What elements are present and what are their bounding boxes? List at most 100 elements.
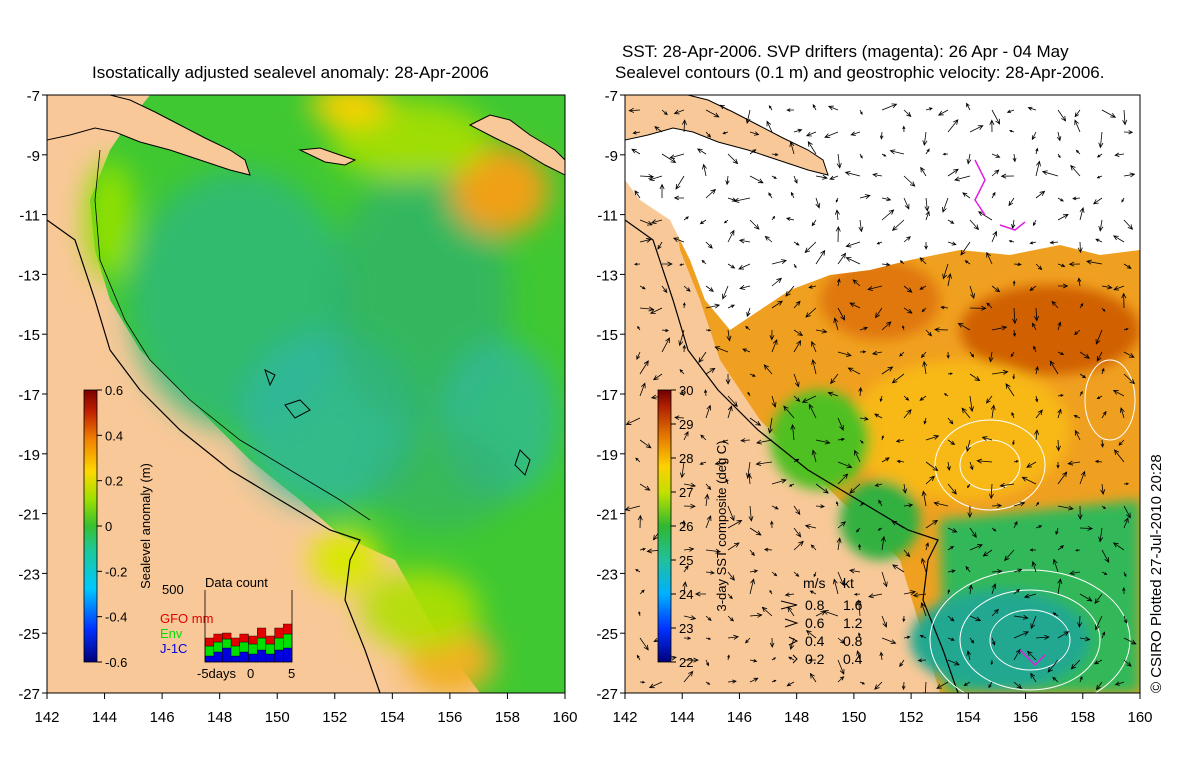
colorbar-tick-label: 24 [679, 587, 693, 602]
colorbar-tick-label: -0.6 [105, 655, 127, 670]
coastline-australia [47, 219, 381, 693]
data-count-bar [230, 645, 241, 657]
solomon-islands [468, 114, 565, 176]
lon-label: 152 [322, 709, 347, 726]
colorbar-tick-label: 29 [679, 417, 693, 432]
data-count-bar [230, 655, 241, 663]
velocity-legend-ms: 0.4 [805, 633, 825, 649]
sla-colorbar-label: Sealevel anomaly (m) [138, 463, 153, 589]
lon-label: 154 [380, 709, 405, 726]
right-map-title-line2: Sealevel contours (0.1 m) and geostrophi… [615, 63, 1105, 82]
colorbar-tick-label: 22 [679, 655, 693, 670]
data-count-title: Data count [205, 575, 268, 590]
colorbar-tick-label: 27 [679, 485, 693, 500]
left-map [47, 95, 565, 693]
data-count-bar [257, 649, 267, 663]
velocity-legend-kt: 1.6 [843, 597, 863, 613]
lat-label: -11 [19, 208, 40, 225]
data-count-bar [239, 633, 249, 643]
data-count-bar [248, 643, 258, 655]
lat-label: -21 [18, 507, 40, 524]
legend-env: Env [160, 626, 183, 641]
data-count-xlabel-end: 5 [288, 666, 295, 681]
data-count-bar [222, 632, 232, 640]
colorbar-tick-label: 0.6 [105, 383, 123, 398]
lat-label: -27 [18, 686, 40, 703]
lon-label: 156 [437, 709, 462, 726]
lat-label: -15 [596, 327, 618, 344]
lon-label: 150 [841, 709, 866, 726]
lat-label: -13 [596, 267, 618, 284]
velocity-header-ms: m/s [803, 575, 826, 591]
sealevel-contours [929, 359, 1136, 693]
lon-label: 146 [727, 709, 752, 726]
lon-label: 160 [552, 709, 577, 726]
island-chain [298, 147, 357, 166]
lat-label: -7 [27, 88, 40, 105]
data-count-bar [257, 627, 267, 639]
data-count-bar [239, 641, 249, 653]
longitude-labels-right: 142 144 146 148 150 152 154 156 158 160 [612, 693, 1153, 726]
lat-label: -25 [596, 626, 618, 643]
colorbar-tick-label: 26 [679, 519, 693, 534]
lon-label: 142 [612, 709, 637, 726]
sst-colorbar-ticks: 30 29 28 27 26 25 24 23 22 [671, 383, 693, 670]
left-map-title: Isostatically adjusted sealevel anomaly:… [92, 63, 489, 82]
lat-label: -21 [596, 507, 618, 524]
velocity-legend-kt: 1.2 [843, 615, 863, 631]
colorbar-tick-label: 28 [679, 451, 693, 466]
velocity-legend-arrow [792, 654, 798, 664]
data-count-bar [274, 649, 284, 663]
velocity-legend-kt: 0.4 [843, 651, 863, 667]
csiro-credit: © CSIRO Plotted 27-Jul-2010 20:28 [1148, 454, 1165, 693]
data-count-bar [213, 651, 223, 663]
lat-label: -25 [18, 626, 40, 643]
velocity-legend-kt: 0.8 [843, 633, 863, 649]
data-count-xlabel-start: -5days [197, 666, 237, 681]
lon-label: 154 [956, 709, 981, 726]
lon-label: 160 [1127, 709, 1152, 726]
data-count-bar [248, 635, 258, 645]
sla-colorbar [83, 389, 98, 663]
legend-gfo: GFO mm [160, 611, 213, 626]
reef-islands [264, 369, 531, 476]
lon-label: 158 [1070, 709, 1095, 726]
lat-label: -19 [18, 447, 40, 464]
data-count-frame [204, 590, 293, 663]
data-count-bar [204, 637, 214, 647]
data-count-bar [204, 645, 214, 657]
colorbar-tick-label: -0.2 [105, 564, 127, 579]
data-count-bar [283, 623, 293, 635]
lat-label: -27 [596, 686, 618, 703]
sla-colorbar-ticks: 0.6 0.4 0.2 0 -0.2 -0.4 -0.6 [97, 383, 127, 670]
data-count-inset: Data count 500 GFO mm Env J-1C -5days 0 … [160, 575, 295, 681]
lon-label: 142 [34, 709, 59, 726]
sst-colorbar-label: 3-day SST composite (deg C) [714, 441, 729, 612]
lat-label: -19 [596, 447, 618, 464]
velocity-header-kt: kt [843, 575, 854, 591]
lon-label: 144 [92, 709, 117, 726]
lon-label: 152 [899, 709, 924, 726]
velocity-legend-arrow [780, 600, 798, 610]
data-count-bar [283, 647, 293, 663]
data-count-bar [204, 655, 214, 663]
data-count-bar [222, 638, 232, 649]
data-count-bar [265, 643, 275, 655]
longitude-labels-left: 142 144 146 148 150 152 154 156 158 160 [34, 693, 578, 726]
velocity-legend: m/s kt 0.8 1.6 0.6 1.2 0.4 0.8 0.2 0.4 [780, 575, 863, 667]
velocity-legend-arrow [784, 618, 799, 628]
velocity-legend-ms: 0.8 [805, 597, 825, 613]
lat-label: -23 [18, 566, 40, 583]
right-map-title-line1: SST: 28-Apr-2006. SVP drifters (magenta)… [622, 42, 1069, 61]
png-landmass [47, 95, 251, 176]
cloud-cover [625, 95, 1140, 330]
colorbar-tick-label: 30 [679, 383, 693, 398]
legend-j1c: J-1C [160, 641, 187, 656]
data-count-bar [213, 633, 223, 643]
data-count-bar [283, 633, 293, 649]
lon-label: 148 [207, 709, 232, 726]
lon-label: 150 [265, 709, 290, 726]
lat-label: -17 [596, 387, 618, 404]
data-count-ymax: 500 [162, 582, 184, 597]
data-count-bar [239, 651, 249, 663]
